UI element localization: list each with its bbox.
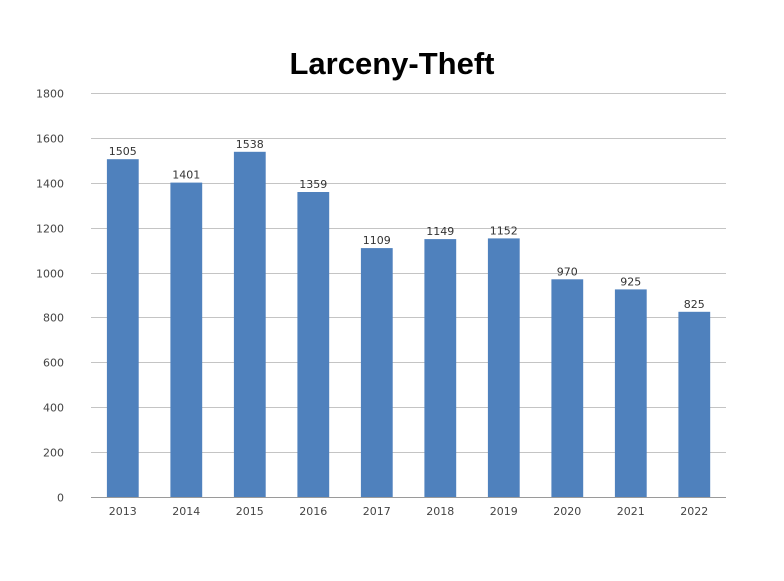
x-tick-label: 2017 xyxy=(363,505,391,518)
bar xyxy=(678,311,711,497)
x-tick-label: 2013 xyxy=(109,505,137,518)
x-tick-label: 2021 xyxy=(617,505,645,518)
x-tick-label: 2016 xyxy=(299,505,327,518)
y-tick-label: 1200 xyxy=(36,223,64,236)
y-tick-label: 400 xyxy=(43,402,64,415)
bar xyxy=(360,248,393,497)
x-tick-label: 2015 xyxy=(236,505,264,518)
bar xyxy=(424,239,457,497)
y-tick-label: 600 xyxy=(43,357,64,370)
x-tick-label: 2018 xyxy=(426,505,454,518)
data-label: 970 xyxy=(557,265,578,278)
x-tick-label: 2020 xyxy=(553,505,581,518)
y-tick-label: 1600 xyxy=(36,133,64,146)
bar xyxy=(233,151,266,498)
bar xyxy=(487,238,520,497)
chart-title: Larceny-Theft xyxy=(290,46,495,81)
y-tick-label: 200 xyxy=(43,447,64,460)
y-axis: 0 200 400 600 800 1000 1200 1400 1600 1800 xyxy=(36,88,64,505)
x-axis: 2013 2014 2015 2016 2017 2018 2019 2020 2021 2022 xyxy=(109,505,708,518)
data-label: 1149 xyxy=(426,225,454,238)
y-tick-label: 1000 xyxy=(36,268,64,281)
y-tick-label: 800 xyxy=(43,312,64,325)
y-tick-label: 0 xyxy=(57,492,64,505)
data-label: 1152 xyxy=(490,224,518,237)
bars xyxy=(106,151,711,498)
x-tick-label: 2019 xyxy=(490,505,518,518)
data-label: 1505 xyxy=(109,145,137,158)
data-label: 1359 xyxy=(299,178,327,191)
bar xyxy=(170,182,203,497)
x-tick-label: 2014 xyxy=(172,505,200,518)
y-tick-label: 1800 xyxy=(36,88,64,101)
bar xyxy=(106,159,139,497)
data-label: 1401 xyxy=(172,169,200,182)
bar xyxy=(297,192,330,497)
y-tick-label: 1400 xyxy=(36,178,64,191)
bar xyxy=(614,289,647,497)
x-tick-label: 2022 xyxy=(680,505,708,518)
bar xyxy=(551,279,584,497)
data-label: 1109 xyxy=(363,234,391,247)
data-label: 825 xyxy=(684,298,705,311)
data-label: 1538 xyxy=(236,138,264,151)
data-labels: 1505 1401 1538 1359 1109 1149 1152 970 925 825 xyxy=(109,138,705,311)
data-label: 925 xyxy=(620,275,641,288)
